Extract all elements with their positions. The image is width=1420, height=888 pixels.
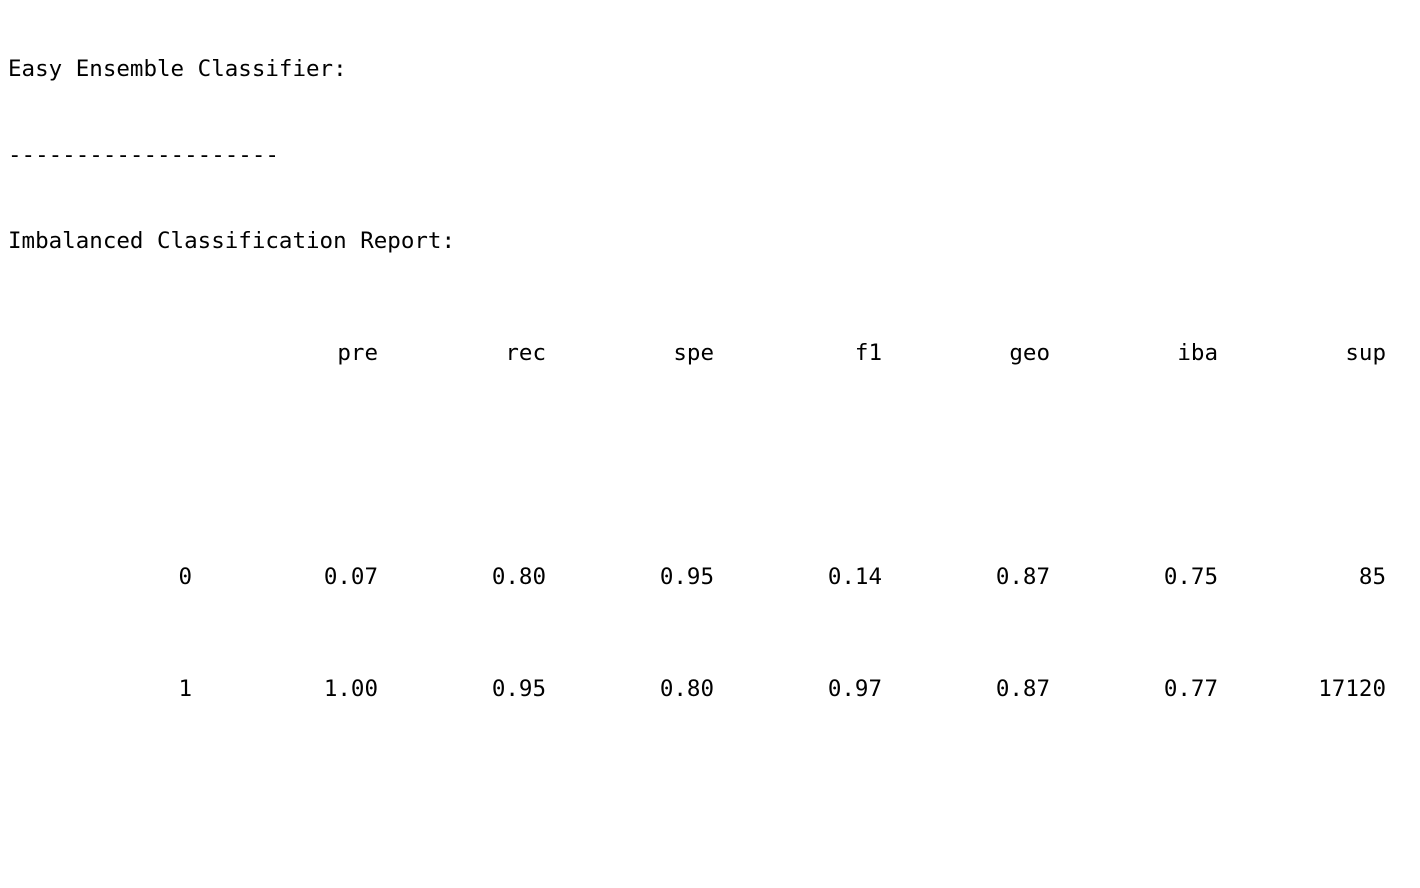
cell-pre: 0.07 xyxy=(323,564,378,590)
column-header-sup: sup xyxy=(1345,340,1386,366)
report-row-class-0: 0 0.07 0.80 0.95 0.14 0.87 0.75 85 xyxy=(8,560,1408,594)
column-header-geo: geo xyxy=(1009,340,1050,366)
cell-spe: 0.95 xyxy=(659,564,714,590)
cell-geo: 0.87 xyxy=(995,564,1050,590)
cell-iba: 0.75 xyxy=(1163,564,1218,590)
report-title: Imbalanced Classification Report: xyxy=(8,228,456,254)
cell-geo: 0.87 xyxy=(995,676,1050,702)
blank-line xyxy=(8,448,1408,482)
report-row-class-1: 1 1.00 0.95 0.80 0.97 0.87 0.77 17120 xyxy=(8,672,1408,706)
cell-f1: 0.14 xyxy=(827,564,882,590)
console-output: Easy Ensemble Classifier: --------------… xyxy=(8,0,1408,888)
cell-sup: 85 xyxy=(1358,564,1386,590)
report-header-row: pre rec spe f1 geo iba sup xyxy=(8,336,1408,370)
cell-rec: 0.80 xyxy=(491,564,546,590)
cell-sup: 17120 xyxy=(1318,676,1386,702)
column-header-rec: rec xyxy=(505,340,546,366)
classifier-title: Easy Ensemble Classifier: xyxy=(8,56,347,82)
column-header-f1: f1 xyxy=(854,340,882,366)
column-header-pre: pre xyxy=(337,340,378,366)
cell-f1: 0.97 xyxy=(827,676,882,702)
column-header-spe: spe xyxy=(673,340,714,366)
separator-line: -------------------- xyxy=(8,142,279,168)
cell-iba: 0.77 xyxy=(1163,676,1218,702)
column-header-iba: iba xyxy=(1177,340,1218,366)
row-label: 1 xyxy=(178,676,192,702)
cell-rec: 0.95 xyxy=(491,676,546,702)
cell-pre: 1.00 xyxy=(323,676,378,702)
blank-line xyxy=(8,784,1408,818)
cell-spe: 0.80 xyxy=(659,676,714,702)
row-label: 0 xyxy=(178,564,192,590)
